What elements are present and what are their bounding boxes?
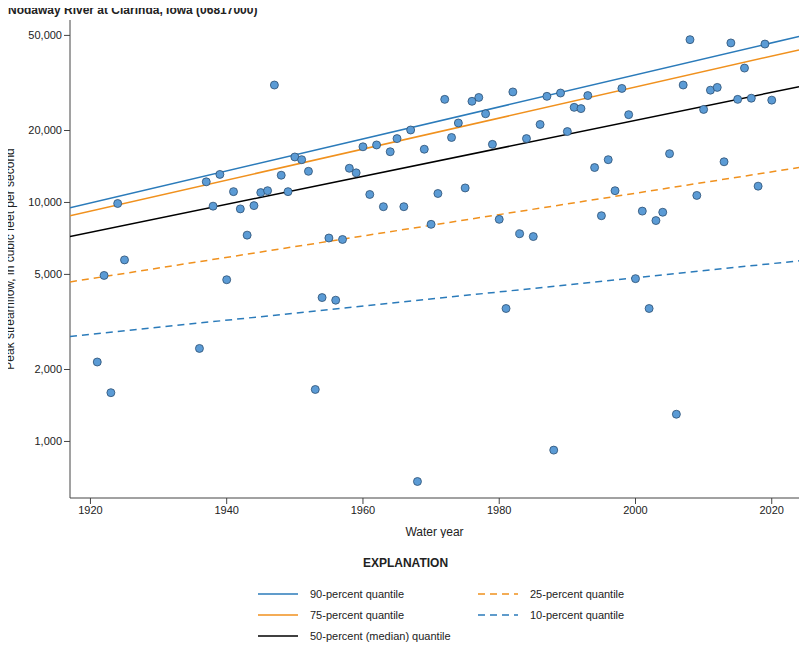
html-text:Nodaway River at Clarinda, Iow: Nodaway River at Clarinda, Iowa (0681700… (8, 3, 258, 17)
html-text:EXPLANATION: EXPLANATION (362, 556, 449, 570)
svg-text:20,000: 20,000 (28, 124, 62, 136)
svg-text:50,000: 50,000 (28, 29, 62, 41)
svg-text:Peak streamflow, in cubic feet: Peak streamflow, in cubic feet per secon… (8, 148, 17, 369)
svg-text:1940: 1940 (214, 504, 238, 516)
svg-text:2020: 2020 (760, 504, 784, 516)
html-text:10-percent quantile: 10-percent quantile (530, 608, 625, 621)
svg-text:1920: 1920 (78, 504, 102, 516)
html-text:50-percent (median) quantile: 50-percent (median) quantile (310, 629, 451, 642)
html-text:90-percent quantile: 90-percent quantile (310, 587, 405, 600)
html-text:75-percent quantile: 75-percent quantile (310, 608, 405, 621)
svg-text:2,000: 2,000 (34, 363, 62, 375)
svg-text:1,000: 1,000 (34, 435, 62, 447)
svg-text:1980: 1980 (487, 504, 511, 516)
svg-text:2000: 2000 (623, 504, 647, 516)
svg-text:10,000: 10,000 (28, 196, 62, 208)
svg-text:5,000: 5,000 (34, 268, 62, 280)
svg-text:Water year: Water year (405, 525, 463, 538)
html-text:25-percent quantile: 25-percent quantile (530, 587, 625, 600)
svg-text:1960: 1960 (351, 504, 375, 516)
